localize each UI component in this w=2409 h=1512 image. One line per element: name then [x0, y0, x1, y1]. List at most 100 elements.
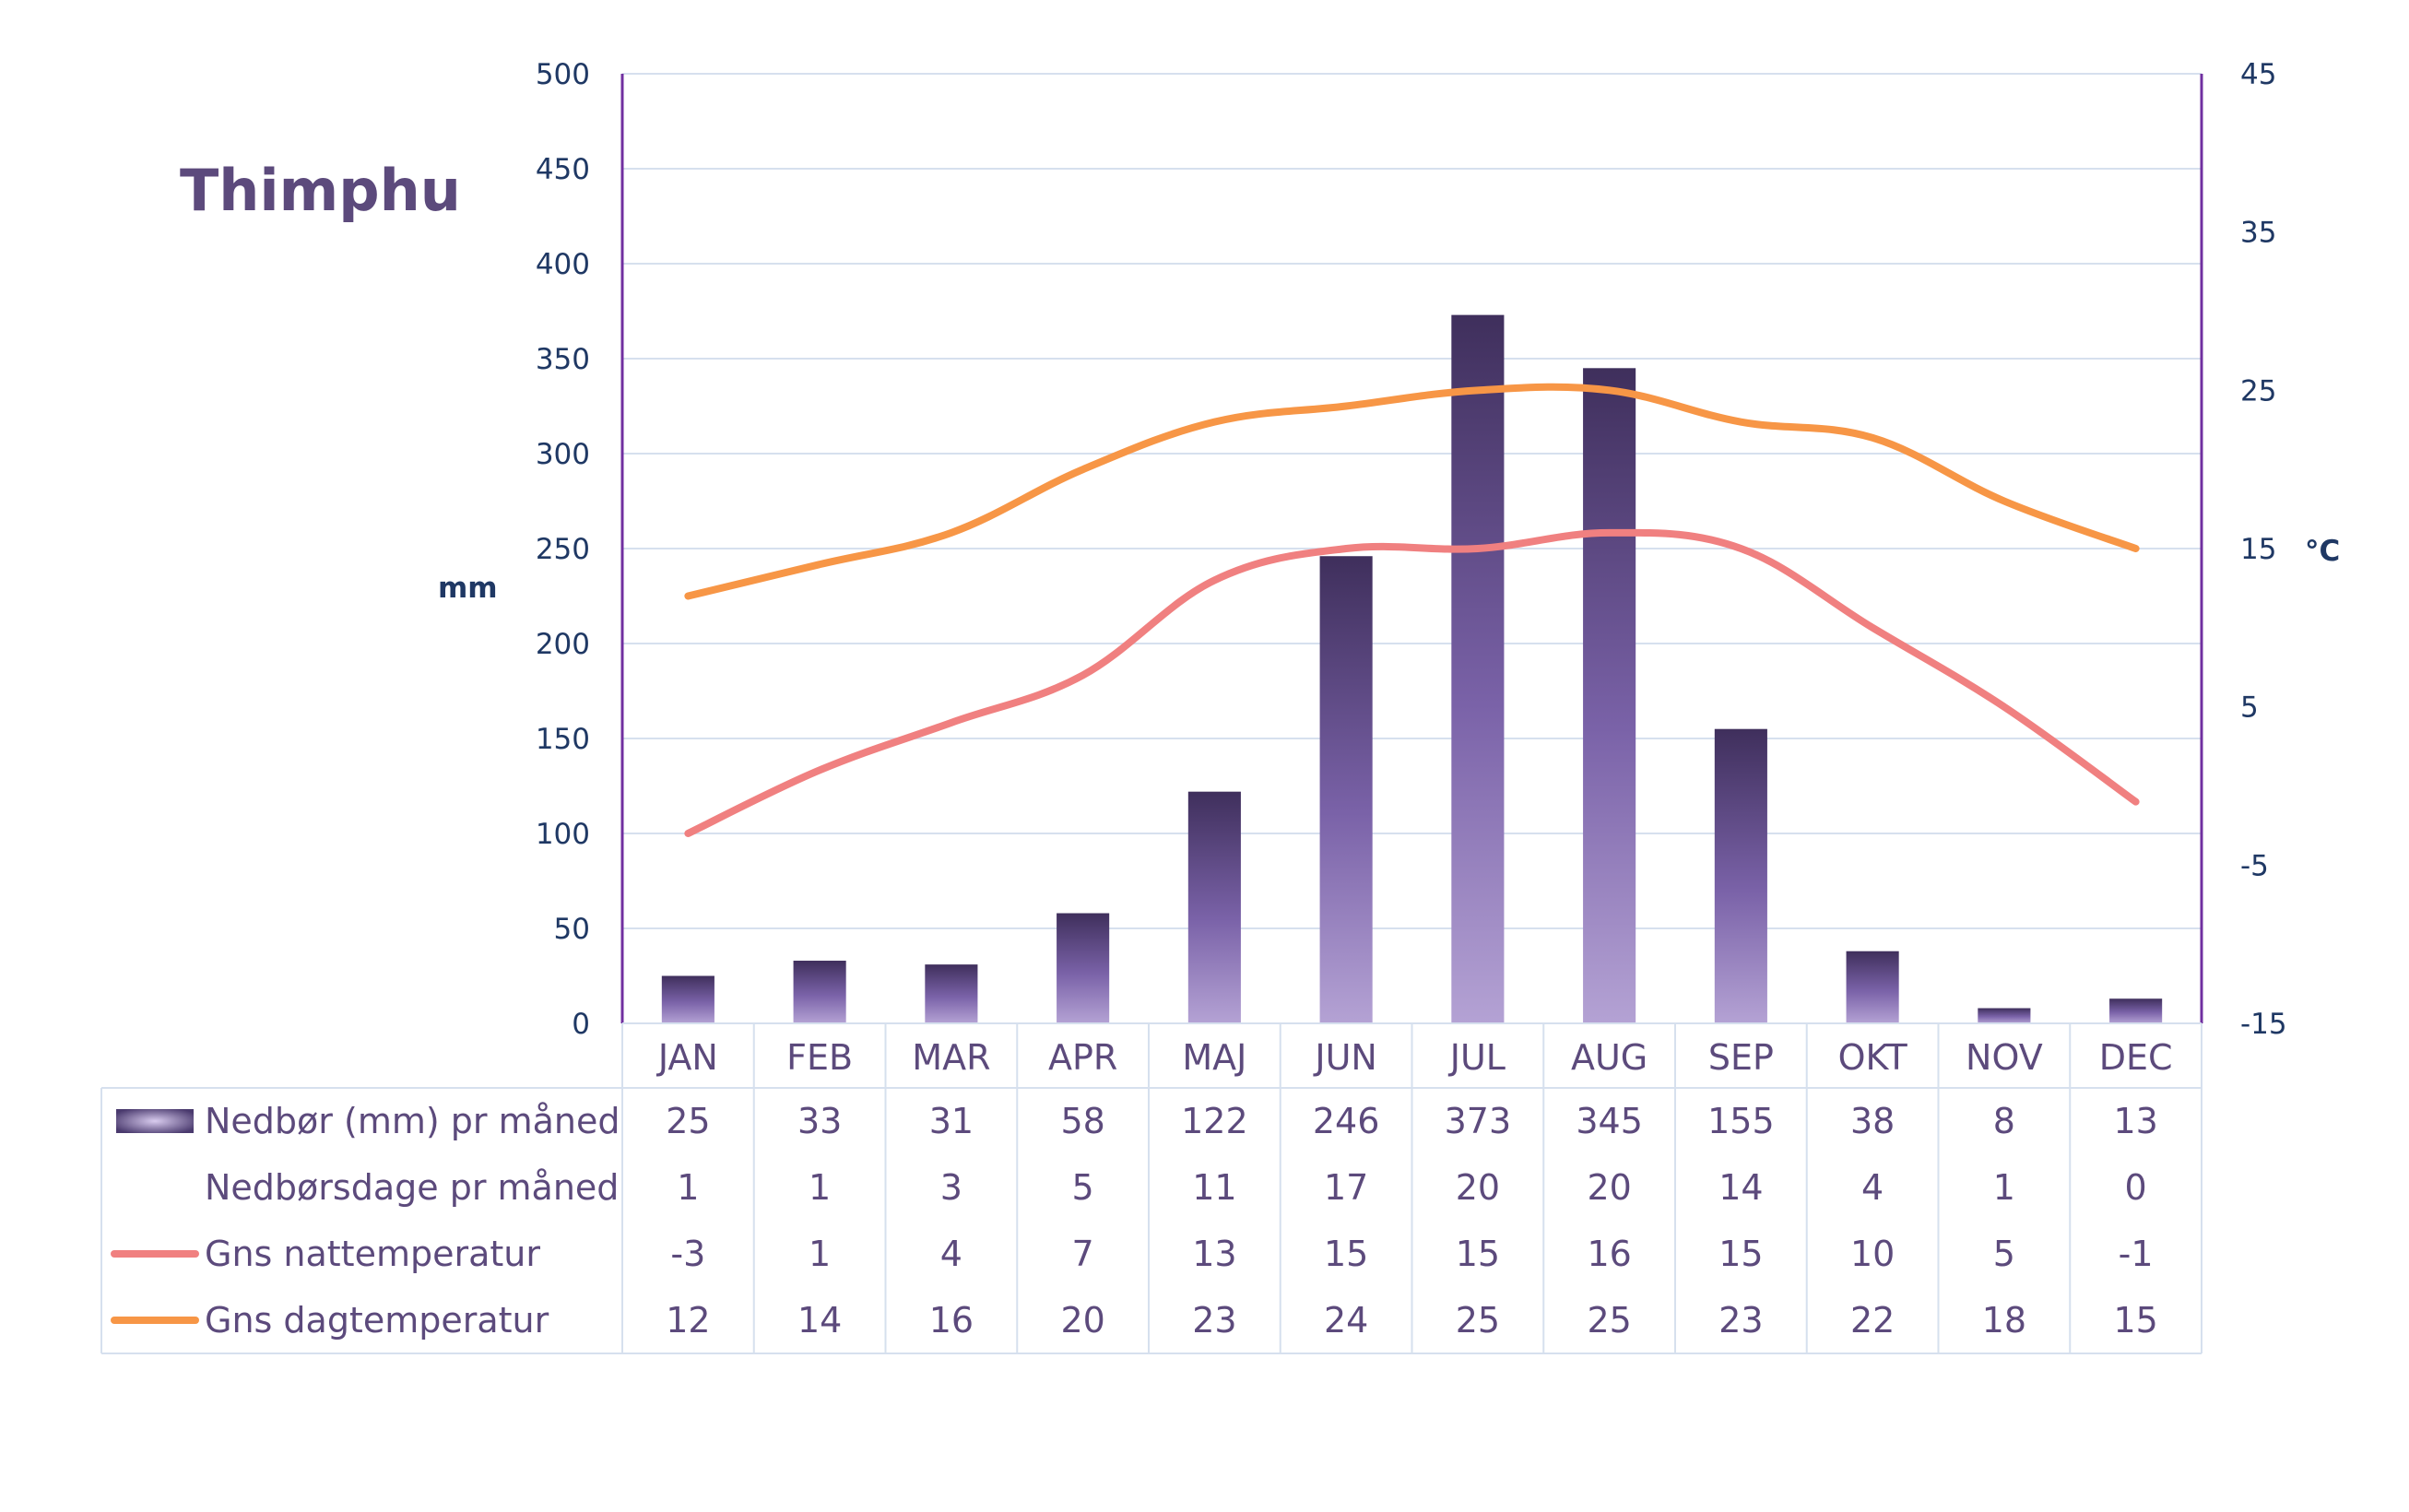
table-cell: 345	[1576, 1101, 1643, 1141]
left-tick-label: 500	[536, 58, 590, 91]
table-cell: 0	[2125, 1167, 2147, 1208]
month-label: MAJ	[1182, 1037, 1246, 1078]
left-tick-label: 150	[536, 723, 590, 756]
temperature-lines	[684, 383, 2140, 837]
table-cell: 7	[1072, 1234, 1094, 1274]
right-tick-label: 25	[2240, 374, 2276, 408]
precipitation-bar	[1057, 913, 1110, 1023]
table-row-label: Nedbørsdage pr måned	[205, 1167, 619, 1208]
precipitation-bars	[661, 314, 2163, 1023]
right-axis-ticks: -15 -5 5 15 25 35 45	[2240, 58, 2287, 1041]
table-cell: 18	[1982, 1300, 2026, 1341]
month-label: SEP	[1708, 1037, 1774, 1078]
table-cell: -1	[2119, 1234, 2154, 1274]
month-label: AUG	[1571, 1037, 1647, 1078]
legend-key-precipitation	[116, 1109, 194, 1133]
table-cell: 17	[1324, 1167, 1368, 1208]
precipitation-bar	[793, 961, 846, 1023]
month-label: APR	[1048, 1037, 1117, 1078]
table-cell: 155	[1707, 1101, 1775, 1141]
right-axis-unit: °C	[2305, 535, 2340, 568]
month-label: NOV	[1966, 1037, 2043, 1078]
left-tick-label: 200	[536, 628, 590, 661]
table-cell: 14	[1718, 1167, 1763, 1208]
month-label: MAR	[912, 1037, 990, 1078]
table-cell: 246	[1313, 1101, 1380, 1141]
precipitation-bar	[661, 975, 714, 1023]
gridlines	[622, 73, 2202, 929]
precipitation-bar	[1451, 314, 1505, 1023]
precipitation-bar	[1714, 728, 1767, 1023]
table-cell: 1	[1993, 1167, 2015, 1208]
table-cell: 16	[1587, 1234, 1631, 1274]
table-cell: 5	[1072, 1167, 1094, 1208]
left-tick-label: 50	[554, 913, 590, 946]
left-tick-label: 0	[572, 1008, 590, 1041]
table-cell: 5	[1993, 1234, 2015, 1274]
right-tick-label: -15	[2240, 1008, 2287, 1041]
table-row-label: Nedbør (mm) pr måned	[205, 1101, 620, 1141]
left-tick-label: 300	[536, 438, 590, 471]
table-cell: 15	[1456, 1234, 1500, 1274]
table-cell: 33	[797, 1101, 842, 1141]
table-cell: 1	[809, 1234, 831, 1274]
table-cell: 14	[797, 1300, 842, 1341]
right-tick-label: 5	[2240, 691, 2259, 725]
table-cell: 31	[929, 1101, 974, 1141]
right-tick-label: 15	[2240, 533, 2276, 566]
left-tick-label: 400	[536, 248, 590, 281]
precipitation-bar	[2109, 998, 2163, 1023]
precipitation-bar	[1319, 556, 1373, 1023]
precipitation-bar	[925, 964, 978, 1023]
data-table: JAN FEB MAR APR MAJ JUN JUL AUG SEP OKT NOV DEC Nedb…	[100, 1023, 2202, 1354]
table-cell: 15	[2113, 1300, 2157, 1341]
table-cell: 20	[1456, 1167, 1500, 1208]
table-cell: 58	[1060, 1101, 1104, 1141]
month-label: OKT	[1838, 1037, 1908, 1078]
month-label: FEB	[786, 1037, 853, 1078]
table-cell: 15	[1718, 1234, 1763, 1274]
table-cell: 1	[677, 1167, 699, 1208]
precipitation-bar	[1583, 368, 1636, 1023]
table-cell: 38	[1850, 1101, 1895, 1141]
left-axis-unit: mm	[438, 572, 498, 605]
month-label: JUL	[1448, 1037, 1506, 1078]
left-axis-ticks: 0 50 100 150 200 250 300 350 400 450 500	[536, 58, 590, 1041]
left-tick-label: 350	[536, 343, 590, 376]
table-cell: 24	[1324, 1300, 1368, 1341]
table-cell: 4	[940, 1234, 962, 1274]
table-cell: 22	[1850, 1300, 1895, 1341]
chart-title: Thimphu	[180, 157, 461, 224]
table-cell: 20	[1587, 1167, 1631, 1208]
table-cell: 16	[929, 1300, 974, 1341]
table-cell: 20	[1060, 1300, 1104, 1341]
precipitation-bar	[1846, 951, 1899, 1023]
table-cell: 25	[666, 1101, 710, 1141]
month-label: DEC	[2099, 1037, 2173, 1078]
month-label: JUN	[1313, 1037, 1376, 1078]
table-cell: 25	[1587, 1300, 1631, 1341]
month-label: JAN	[656, 1037, 718, 1078]
right-tick-label: 45	[2240, 58, 2276, 91]
table-cell: 3	[940, 1167, 962, 1208]
table-cell: 23	[1718, 1300, 1763, 1341]
table-cell: 23	[1192, 1300, 1236, 1341]
table-cell: 12	[666, 1300, 710, 1341]
precipitation-bar	[1978, 1008, 2031, 1023]
line-series-night-temperature	[684, 528, 2140, 837]
table-row-label: Gns dagtemperatur	[205, 1300, 549, 1341]
table-cell: 373	[1445, 1101, 1512, 1141]
table-cell: 4	[1861, 1167, 1884, 1208]
table-row-label: Gns nattemperatur	[205, 1234, 540, 1274]
table-cell: 1	[809, 1167, 831, 1208]
table-cell: 10	[1850, 1234, 1895, 1274]
table-cell: -3	[670, 1234, 705, 1274]
left-tick-label: 250	[536, 533, 590, 566]
table-cell: 11	[1192, 1167, 1236, 1208]
right-tick-label: 35	[2240, 217, 2276, 250]
table-cell: 13	[2113, 1101, 2157, 1141]
table-cell: 8	[1993, 1101, 2015, 1141]
right-tick-label: -5	[2240, 849, 2269, 882]
left-tick-label: 100	[536, 818, 590, 851]
